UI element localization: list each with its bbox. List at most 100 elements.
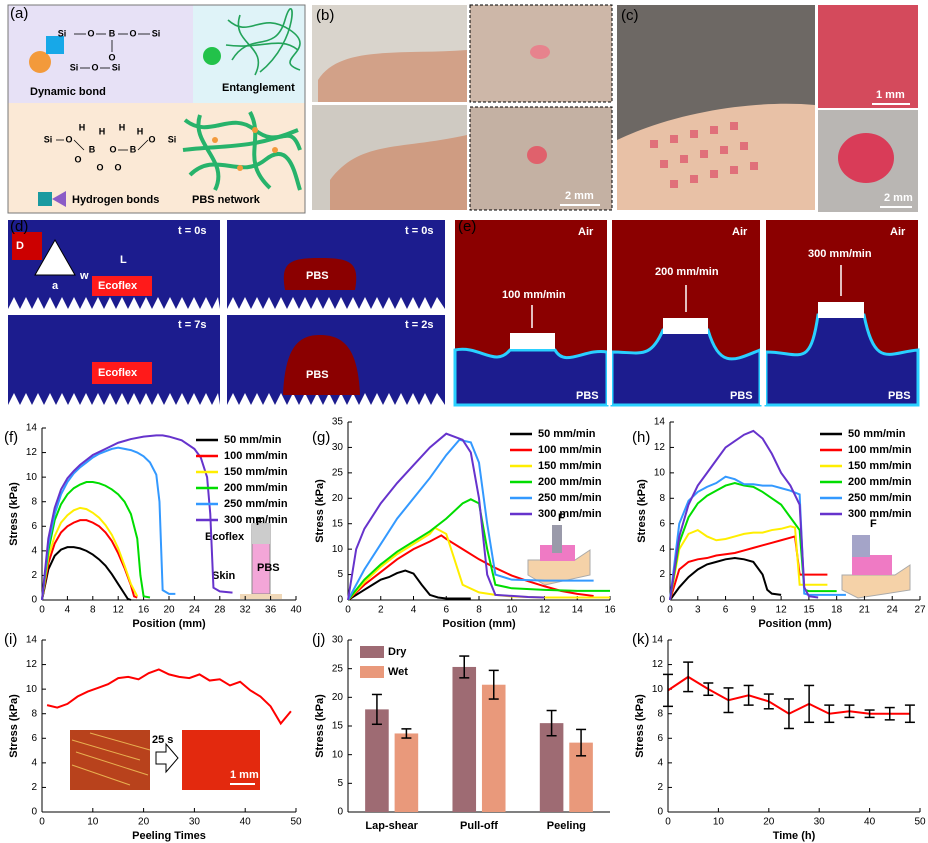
block-label: Ecoflex xyxy=(98,280,138,292)
legend-label: 100 mm/min xyxy=(538,444,602,456)
x-tick-label: 0 xyxy=(345,605,351,616)
caption: Entanglement xyxy=(222,82,295,94)
caption: Dynamic bond xyxy=(30,86,106,98)
x-tick-label: 9 xyxy=(751,605,757,616)
y-tick-label: 6 xyxy=(659,518,665,529)
panel-label: (f) xyxy=(4,429,18,446)
pbs-droplet xyxy=(838,133,894,183)
data-line xyxy=(347,534,594,601)
x-tick-label: 24 xyxy=(189,605,201,616)
chem-atom: O xyxy=(96,162,103,172)
y-tick-label: 10 xyxy=(26,684,38,695)
phase-label: Air xyxy=(890,226,906,238)
y-tick-label: 8 xyxy=(31,496,37,507)
chem-atom: H xyxy=(99,126,106,136)
chem-atom: O xyxy=(114,162,121,172)
x-tick-label: 10 xyxy=(713,817,725,828)
zoom-inset xyxy=(818,5,918,108)
annotation: 1 mm xyxy=(230,769,259,781)
chem-atom: O xyxy=(74,154,81,164)
y-tick-label: 8 xyxy=(31,708,37,719)
y-tick-label: 30 xyxy=(332,442,344,453)
y-tick-label: 2 xyxy=(659,569,665,580)
chem-atom: Si xyxy=(58,28,67,38)
x-tick-label: 27 xyxy=(914,605,926,616)
dimension-label: w xyxy=(79,270,89,282)
bar xyxy=(452,666,477,812)
photo-arm xyxy=(318,50,467,102)
panel-label: (h) xyxy=(632,429,650,446)
x-tick-label: 4 xyxy=(411,605,417,616)
ecoflex-block xyxy=(510,333,555,349)
legend-label: 150 mm/min xyxy=(538,460,602,472)
y-axis-label: Stress (kPa) xyxy=(314,694,326,758)
photo-arm xyxy=(330,135,467,210)
data-line xyxy=(347,432,545,601)
y-tick-label: 14 xyxy=(26,635,38,646)
chem-atom: B xyxy=(130,144,137,154)
y-tick-label: 12 xyxy=(654,442,666,453)
data-line xyxy=(347,498,610,601)
data-line xyxy=(347,438,594,601)
caption: Hydrogen bonds xyxy=(72,194,159,206)
chem-atom: O xyxy=(108,52,115,62)
y-tick-label: 6 xyxy=(657,733,663,744)
separator xyxy=(760,220,766,405)
y-tick-label: 15 xyxy=(332,518,344,529)
y-tick-label: 12 xyxy=(652,659,664,670)
panel-label: (g) xyxy=(312,429,330,446)
x-tick-label: 3 xyxy=(695,605,701,616)
x-tick-label: 0 xyxy=(667,605,673,616)
y-tick-label: 4 xyxy=(31,545,37,556)
bar xyxy=(394,733,419,812)
x-axis-label: Position (mm) xyxy=(442,618,516,630)
chem-atom: O xyxy=(148,134,155,144)
legend-label: 250 mm/min xyxy=(848,492,912,504)
time-label: t = 2s xyxy=(405,319,433,331)
legend-label: 50 mm/min xyxy=(538,428,596,440)
phase-label: PBS xyxy=(576,390,599,402)
legend-label: Dry xyxy=(388,646,407,658)
panel-label: (b) xyxy=(316,7,334,24)
data-line xyxy=(41,481,151,601)
inset-pbs xyxy=(852,555,892,575)
x-tick-label: 16 xyxy=(138,605,150,616)
icon xyxy=(46,36,64,54)
inset-ecoflex xyxy=(252,524,270,544)
separator xyxy=(607,220,612,405)
x-tick-label: 28 xyxy=(214,605,226,616)
chem-bonds xyxy=(56,33,150,151)
chem-atom: Si xyxy=(112,62,121,72)
y-tick-label: 8 xyxy=(659,493,665,504)
y-tick-label: 10 xyxy=(654,467,666,478)
legend-label: 150 mm/min xyxy=(224,466,288,478)
x-tick-label: 18 xyxy=(831,605,843,616)
x-tick-label: Lap-shear xyxy=(365,820,418,832)
scale-label: 2 mm xyxy=(565,190,594,202)
y-tick-label: 4 xyxy=(659,544,665,555)
annotation: F xyxy=(558,512,565,524)
icon xyxy=(29,51,51,73)
y-tick-label: 0 xyxy=(657,807,663,818)
y-tick-label: 0 xyxy=(31,807,37,818)
x-tick-label: 6 xyxy=(443,605,449,616)
x-tick-label: 0 xyxy=(665,817,671,828)
ecoflex-block xyxy=(663,318,708,334)
bar xyxy=(569,742,593,812)
ecoflex-block xyxy=(92,362,152,384)
legend-label: Wet xyxy=(388,666,408,678)
y-tick-label: 0 xyxy=(31,595,37,606)
time-label: t = 7s xyxy=(178,319,206,331)
y-tick-label: 10 xyxy=(652,684,664,695)
y-tick-label: 2 xyxy=(31,570,37,581)
x-tick-label: 2 xyxy=(378,605,384,616)
y-tick-label: 8 xyxy=(657,708,663,719)
panel-d: (d) t = 0s t = 0s t = 7s t = 2s Ecoflex … xyxy=(8,218,445,405)
chem-atom: H xyxy=(137,126,144,136)
panel-e: (e) Air Air Air PBS PBS PBS 100 mm/min 2… xyxy=(453,218,920,407)
x-tick-label: 20 xyxy=(138,817,150,828)
interface xyxy=(764,313,920,407)
data-line xyxy=(41,434,233,601)
panel-frame xyxy=(7,4,306,214)
